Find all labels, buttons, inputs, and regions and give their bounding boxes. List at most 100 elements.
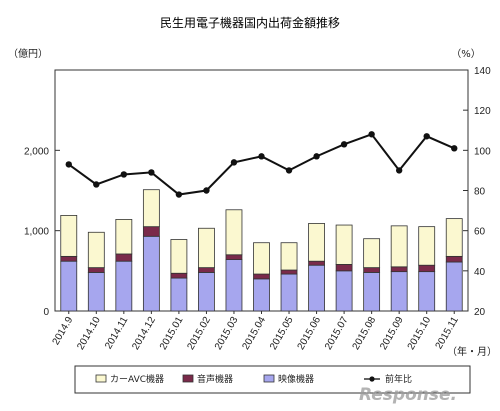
bar-audio (115, 253, 133, 262)
x-tick-label: 2014.9 (51, 315, 76, 347)
bar-audio (198, 267, 215, 273)
bar-car-avc (335, 224, 353, 265)
yoy-point (65, 161, 72, 168)
bar-video (60, 260, 78, 312)
x-axis-unit: （年・月） (447, 345, 497, 358)
right-axis: 20 40 60 80 100 120 140 (463, 66, 491, 318)
right-tick-label: 100 (474, 146, 491, 157)
bar-audio (418, 264, 436, 273)
bar-car-avc (225, 209, 243, 256)
bar-audio (308, 260, 325, 266)
yoy-point (93, 181, 100, 188)
bar-video (390, 271, 408, 312)
left-tick-label: 1,000 (24, 227, 49, 238)
bar-car-avc (280, 242, 298, 271)
x-tick-label: 2015.10 (406, 315, 434, 352)
x-tick-label: 2015.09 (378, 315, 406, 352)
bar-car-avc (115, 219, 133, 255)
yoy-point (423, 133, 430, 140)
bar-car-avc (170, 239, 188, 274)
bar-car-avc (198, 227, 215, 269)
x-tick-label: 2015.05 (268, 315, 296, 352)
bar-car-avc (363, 238, 381, 269)
legend-marker-yoy (369, 376, 375, 382)
bar-video (198, 272, 215, 312)
watermark-logo: Response. (359, 385, 457, 405)
bar-car-avc (418, 226, 436, 266)
bar-video (87, 272, 105, 312)
x-axis: 2014.9 2014.10 2014.11 2014.12 2015.01 2015.0… (51, 311, 461, 352)
x-tick-label: 2015.03 (213, 315, 241, 352)
bar-car-avc (60, 215, 78, 257)
x-tick-label: 2015.06 (296, 315, 324, 352)
bar-audio (60, 255, 78, 262)
legend-swatch-car-avc (95, 374, 107, 383)
x-tick-label: 2014.12 (130, 315, 158, 352)
yoy-point (203, 187, 210, 194)
yoy-line-layer (65, 131, 458, 198)
right-tick-label: 20 (474, 307, 486, 318)
bar-video (363, 272, 381, 312)
bar-video (445, 261, 463, 312)
bar-car-avc (390, 225, 408, 268)
bar-audio (253, 273, 270, 280)
bar-audio (280, 269, 298, 275)
bar-audio (225, 254, 243, 260)
legend-label-video: 映像機器 (278, 373, 314, 385)
bar-video (170, 277, 188, 312)
yoy-point (313, 153, 320, 160)
x-tick-label: 2015.08 (351, 315, 379, 352)
bar-car-avc (253, 242, 270, 275)
bar-audio (87, 267, 105, 273)
legend-swatch-video (263, 374, 275, 383)
bar-video (308, 264, 325, 312)
yoy-point (285, 167, 293, 174)
right-tick-label: 40 (474, 267, 486, 278)
x-tick-label: 2015.11 (434, 315, 461, 352)
right-tick-label: 80 (474, 187, 486, 198)
bar-car-avc (142, 189, 160, 228)
yoy-point (451, 145, 458, 152)
x-tick-label: 2015.01 (158, 315, 186, 352)
legend-label-yoy: 前年比 (385, 373, 412, 385)
bar-video (335, 270, 353, 312)
bars-layer (60, 189, 463, 312)
bar-audio (335, 264, 353, 272)
yoy-point (395, 167, 403, 174)
bar-video (253, 278, 270, 312)
chart-title: 民生用電子機器国内出荷金額推移 (160, 15, 340, 30)
bar-video (225, 259, 243, 312)
bar-audio (445, 255, 463, 263)
x-tick-label: 2015.04 (240, 315, 268, 352)
bar-video (418, 271, 436, 312)
x-tick-label: 2014.10 (75, 315, 103, 352)
bar-audio (170, 272, 188, 279)
yoy-point (175, 191, 183, 198)
right-tick-label: 120 (474, 106, 491, 117)
left-axis-unit: （億円） (8, 47, 48, 60)
bar-video (280, 273, 298, 312)
bar-audio (363, 267, 381, 273)
bar-video (115, 260, 133, 312)
yoy-point (368, 131, 375, 138)
right-axis-unit: （%） (451, 48, 481, 60)
bar-car-avc (308, 223, 325, 262)
yoy-line (68, 133, 455, 196)
legend-swatch-audio (182, 374, 194, 383)
bar-audio (142, 226, 160, 237)
legend: カーAVC機器 音声機器 映像機器 前年比 (74, 365, 471, 394)
yoy-point (148, 169, 155, 176)
bar-car-avc (87, 231, 105, 269)
x-tick-label: 2015.02 (185, 315, 213, 352)
x-tick-label: 2014.11 (103, 315, 130, 352)
yoy-point (258, 153, 265, 160)
right-tick-label: 140 (474, 66, 491, 77)
legend-label-audio: 音声機器 (197, 373, 233, 385)
bar-video (142, 235, 160, 312)
bar-audio (390, 266, 408, 273)
yoy-point (230, 159, 238, 166)
legend-label-car-avc: カーAVC機器 (110, 373, 164, 385)
x-tick-label: 2015.07 (323, 315, 351, 352)
yoy-point (120, 171, 128, 178)
